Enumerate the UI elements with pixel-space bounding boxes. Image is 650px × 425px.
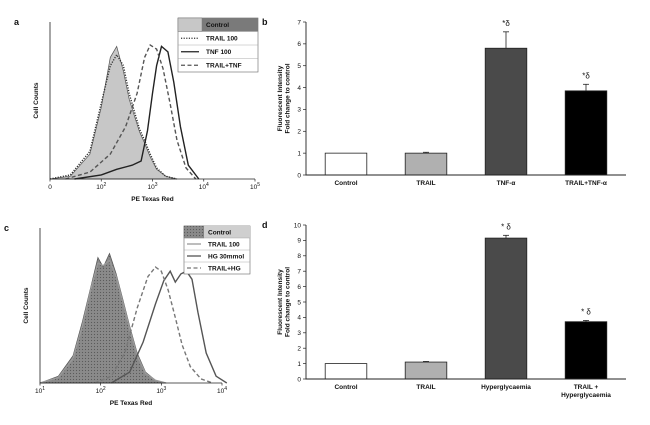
histogram-series-tnf-100 bbox=[74, 45, 200, 180]
significance-marker: * δ bbox=[581, 307, 591, 316]
legend-entry-tnf-100: TNF 100 bbox=[206, 49, 232, 56]
panel-label: c bbox=[4, 223, 9, 233]
bar-panel-d: d 0 1 2 3 4 5 6 7 8 9 10 Fluorescent IntensityFold c… bbox=[262, 220, 626, 399]
category-label: TRAIL + Hyperglycaemia bbox=[561, 384, 611, 399]
y-axis-label: Fluorescent IntensityFold change to cont… bbox=[277, 63, 292, 133]
legend-label-bg bbox=[202, 18, 258, 32]
histogram-panel-c: c PE Texas Red Cell Counts Control TRAIL 100… bbox=[4, 223, 251, 407]
histogram-series-trail-hg bbox=[94, 266, 213, 384]
y-tick-label: 2 bbox=[297, 346, 301, 353]
category-label: Control bbox=[334, 384, 357, 391]
legend-entry-control: Control bbox=[206, 22, 229, 29]
category-label: Control bbox=[334, 180, 357, 187]
histogram-series-control bbox=[39, 252, 167, 384]
x-tick-label: 105 bbox=[250, 182, 260, 191]
bar-trail bbox=[404, 152, 448, 176]
axis-frame bbox=[305, 225, 626, 380]
x-tick-label: 104 bbox=[199, 182, 209, 191]
y-tick-label: 4 bbox=[297, 315, 301, 322]
legend-entry-trail-hg: TRAIL+HG bbox=[208, 265, 241, 272]
y-tick-label: 6 bbox=[297, 284, 301, 291]
legend-swatch bbox=[177, 17, 203, 32]
y-tick-label: 0 bbox=[297, 172, 301, 179]
y-tick-label: 7 bbox=[297, 19, 301, 26]
x-tick-label: 102 bbox=[96, 182, 106, 191]
bar-panel-b: b 0 1 2 3 4 5 6 7 Fluorescent IntensityFold chang… bbox=[262, 17, 626, 187]
category-label: TNF-α bbox=[497, 180, 516, 187]
y-tick-label: 0 bbox=[297, 376, 301, 383]
y-tick-label: 8 bbox=[297, 253, 301, 260]
y-tick-label: 10 bbox=[294, 222, 302, 229]
legend-entry-control: Control bbox=[208, 229, 231, 236]
histogram-series-hg-30mmol bbox=[110, 269, 228, 384]
x-tick-label: 103 bbox=[147, 182, 157, 191]
y-tick-label: 5 bbox=[297, 299, 301, 306]
panel-label: a bbox=[14, 17, 20, 27]
y-tick-label: 1 bbox=[297, 361, 301, 368]
legend-entry-hg-30mmol: HG 30mmol bbox=[208, 253, 244, 260]
histogram-series-trail-100 bbox=[39, 259, 167, 384]
bar-control bbox=[324, 363, 368, 380]
x-tick-label: 102 bbox=[96, 386, 106, 395]
significance-marker: *δ bbox=[502, 19, 510, 28]
y-tick-label: 3 bbox=[297, 107, 301, 114]
x-tick-label: 101 bbox=[35, 386, 45, 395]
legend-swatch bbox=[183, 225, 205, 239]
histogram-series-control bbox=[49, 45, 178, 180]
y-tick-label: 6 bbox=[297, 41, 301, 48]
panel-label: d bbox=[262, 220, 268, 230]
bar-tnf bbox=[484, 47, 528, 176]
y-tick-label: 3 bbox=[297, 330, 301, 337]
y-tick-label: 2 bbox=[297, 129, 301, 136]
bar-control bbox=[324, 152, 368, 176]
significance-marker: * δ bbox=[501, 222, 511, 231]
bar-hyperglycaemia bbox=[484, 237, 528, 380]
x-tick-label: 103 bbox=[156, 386, 166, 395]
y-tick-label: 9 bbox=[297, 238, 301, 245]
y-tick-label: 4 bbox=[297, 85, 301, 92]
legend-entry-trail-100: TRAIL 100 bbox=[206, 36, 238, 43]
bar-trail-hyperglycaemia bbox=[564, 321, 608, 380]
y-axis-label: Cell Counts bbox=[33, 82, 40, 118]
histogram-series-trail-tnf bbox=[65, 43, 197, 180]
category-label: TRAIL bbox=[416, 384, 435, 391]
histogram-series-trail-100 bbox=[49, 53, 178, 180]
category-label: Hyperglycaemia bbox=[481, 384, 531, 391]
category-label: TRAIL+TNF-α bbox=[565, 180, 607, 187]
x-tick-label: 0 bbox=[48, 184, 52, 191]
axis-frame bbox=[305, 22, 626, 176]
bar-trail bbox=[404, 361, 448, 380]
legend-entry-trail-100: TRAIL 100 bbox=[208, 241, 240, 248]
histogram-panel-a: a PE Texas Red Cell Counts Control TRAIL 100… bbox=[14, 17, 259, 203]
x-axis-label: PE Texas Red bbox=[110, 400, 153, 407]
y-tick-label: 1 bbox=[297, 150, 301, 157]
panel-label: b bbox=[262, 17, 268, 27]
y-axis-label: Fluorescent IntensityFold change to cont… bbox=[277, 267, 292, 337]
legend-entry-trail-tnf: TRAIL+TNF bbox=[206, 63, 242, 70]
legend-label-bg bbox=[204, 226, 250, 238]
significance-marker: *δ bbox=[582, 71, 590, 80]
x-tick-label: 104 bbox=[217, 386, 227, 395]
x-axis-label: PE Texas Red bbox=[131, 196, 174, 203]
y-tick-label: 7 bbox=[297, 269, 301, 276]
category-label: TRAIL bbox=[416, 180, 435, 187]
y-tick-label: 5 bbox=[297, 63, 301, 70]
y-axis-label: Cell Counts bbox=[23, 287, 30, 323]
bar-trail-tnf bbox=[564, 90, 608, 176]
